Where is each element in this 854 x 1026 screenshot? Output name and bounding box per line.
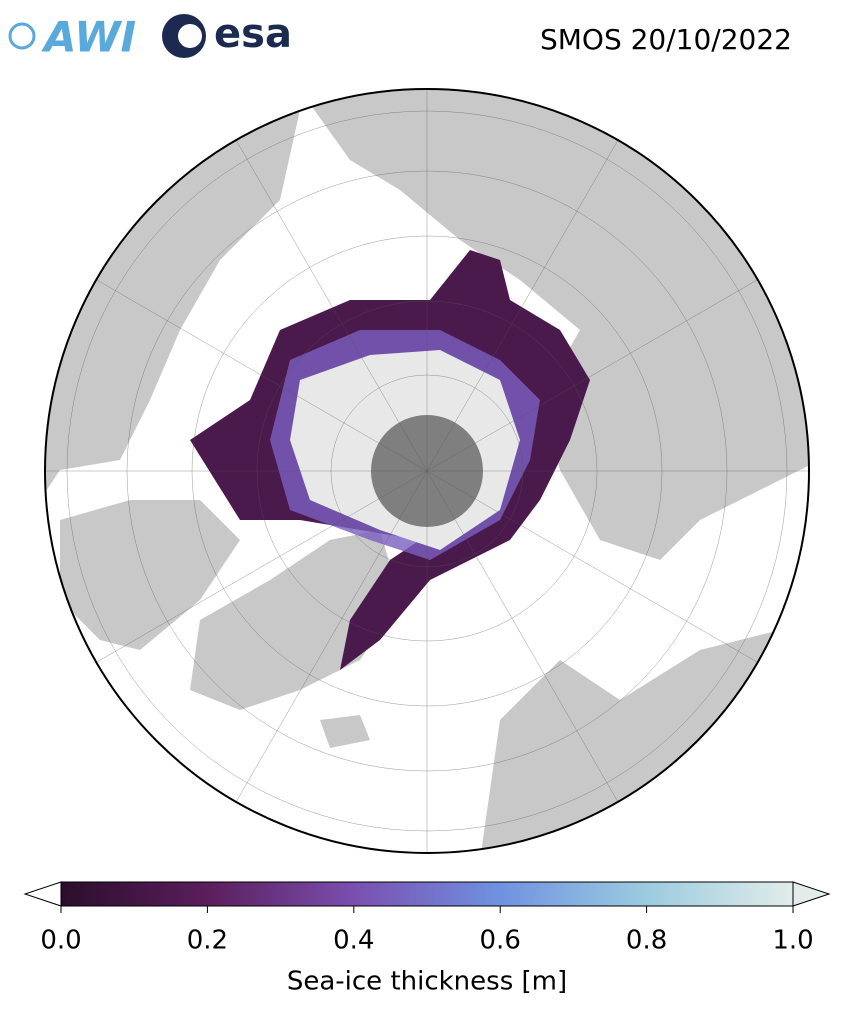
awi-logo: AWI <box>8 13 136 62</box>
land-archipelago <box>60 500 240 650</box>
colorbar-tick-label: 0.8 <box>626 926 667 956</box>
colorbar-tick-label: 0.4 <box>333 926 374 956</box>
colorbar <box>23 881 831 907</box>
graticule <box>45 89 809 853</box>
colorbar-body <box>60 881 794 907</box>
colorbar-tick-label: 0.6 <box>480 926 521 956</box>
land-eurasia <box>300 90 809 560</box>
colorbar-tick-label: 0.0 <box>40 926 81 956</box>
colorbar-extend-high <box>792 881 831 907</box>
colorbar-tick-label: 0.2 <box>187 926 228 956</box>
map-border <box>44 88 810 854</box>
land-greenland <box>190 530 400 710</box>
esa-logo: esa <box>162 11 292 58</box>
colorbar-label: Sea-ice thickness [m] <box>287 967 567 997</box>
esa-text: esa <box>214 11 292 57</box>
map-title: SMOS 20/10/2022 <box>540 23 792 56</box>
colorbar-extend-low <box>23 881 62 907</box>
polar-map <box>45 89 809 853</box>
awi-text: AWI <box>41 13 136 62</box>
colorbar-tick-label: 1.0 <box>772 926 813 956</box>
land-iceland <box>320 715 370 748</box>
